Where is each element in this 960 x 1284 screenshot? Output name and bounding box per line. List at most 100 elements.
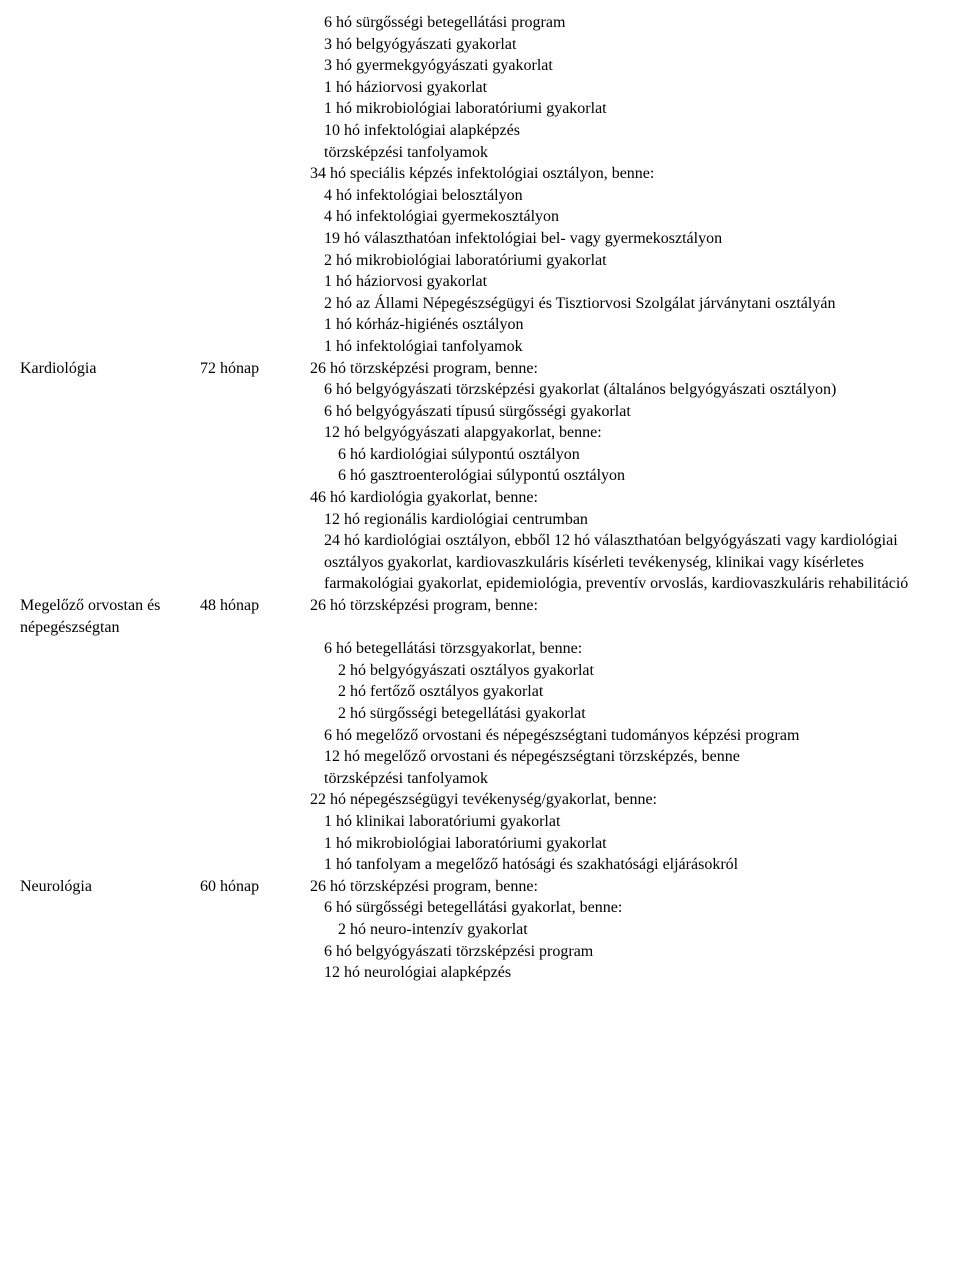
curriculum-text: 6 hó sürgősségi betegellátási gyakorlat,… — [310, 897, 940, 919]
table-row: 12 hó regionális kardiológiai centrumban — [20, 509, 940, 531]
duration-months — [200, 660, 310, 682]
speciality-name — [20, 314, 200, 336]
table-row: törzsképzési tanfolyamok — [20, 142, 940, 164]
speciality-name — [20, 660, 200, 682]
speciality-name — [20, 725, 200, 747]
curriculum-text: 2 hó sürgősségi betegellátási gyakorlat — [310, 703, 940, 725]
duration-months — [200, 401, 310, 423]
duration-months — [200, 422, 310, 444]
duration-months — [200, 55, 310, 77]
duration-months — [200, 444, 310, 466]
curriculum-text: 3 hó gyermekgyógyászati gyakorlat — [310, 55, 940, 77]
table-row: 2 hó sürgősségi betegellátási gyakorlat — [20, 703, 940, 725]
speciality-name — [20, 509, 200, 531]
table-row: 1 hó mikrobiológiai laboratóriumi gyakor… — [20, 833, 940, 855]
curriculum-line: 2 hó neuro-intenzív gyakorlat — [310, 919, 940, 941]
curriculum-text: 6 hó megelőző orvostani és népegészségta… — [310, 725, 940, 747]
duration-months — [200, 962, 310, 984]
speciality-name: Kardiológia — [20, 358, 200, 380]
speciality-name — [20, 120, 200, 142]
duration-months — [200, 833, 310, 855]
curriculum-line: 6 hó sürgősségi betegellátási program — [310, 12, 940, 34]
table-row: 1 hó tanfolyam a megelőző hatósági és sz… — [20, 854, 940, 876]
duration-months — [200, 530, 310, 595]
curriculum-text: 10 hó infektológiai alapképzés — [310, 120, 940, 142]
curriculum-line: 46 hó kardiológia gyakorlat, benne: — [310, 487, 940, 509]
duration-months — [200, 206, 310, 228]
table-row: 22 hó népegészségügyi tevékenység/gyakor… — [20, 789, 940, 811]
curriculum-line: törzsképzési tanfolyamok — [310, 142, 940, 164]
curriculum-line: 26 hó törzsképzési program, benne: — [310, 358, 940, 380]
curriculum-line: 26 hó törzsképzési program, benne: — [310, 876, 940, 898]
duration-months — [200, 314, 310, 336]
duration-months — [200, 336, 310, 358]
speciality-name — [20, 34, 200, 56]
curriculum-line: 4 hó infektológiai belosztályon — [310, 185, 940, 207]
table-row: 2 hó fertőző osztályos gyakorlat — [20, 681, 940, 703]
curriculum-text: törzsképzési tanfolyamok — [310, 768, 940, 790]
curriculum-line: 6 hó gasztroenterológiai súlypontú osztá… — [310, 465, 940, 487]
curriculum-text: 6 hó kardiológiai súlypontú osztályon — [310, 444, 940, 466]
curriculum-line: 2 hó sürgősségi betegellátási gyakorlat — [310, 703, 940, 725]
curriculum-text: 1 hó kórház-higiénés osztályon — [310, 314, 940, 336]
duration-months — [200, 120, 310, 142]
curriculum-line: 1 hó klinikai laboratóriumi gyakorlat — [310, 811, 940, 833]
speciality-name — [20, 789, 200, 811]
curriculum-line: 12 hó belgyógyászati alapgyakorlat, benn… — [310, 422, 940, 444]
curriculum-text: 2 hó neuro-intenzív gyakorlat — [310, 919, 940, 941]
speciality-name — [20, 271, 200, 293]
speciality-name — [20, 962, 200, 984]
curriculum-text: 1 hó klinikai laboratóriumi gyakorlat — [310, 811, 940, 833]
duration-months — [200, 228, 310, 250]
table-row: 1 hó háziorvosi gyakorlat — [20, 77, 940, 99]
curriculum-text: 4 hó infektológiai belosztályon — [310, 185, 940, 207]
table-row: 6 hó gasztroenterológiai súlypontú osztá… — [20, 465, 940, 487]
table-row: 12 hó belgyógyászati alapgyakorlat, benn… — [20, 422, 940, 444]
curriculum-text: 1 hó tanfolyam a megelőző hatósági és sz… — [310, 854, 940, 876]
duration-months — [200, 811, 310, 833]
curriculum-line: 26 hó törzsképzési program, benne: — [310, 595, 940, 638]
table-row: Neurológia60 hónap26 hó törzsképzési pro… — [20, 876, 940, 898]
duration-months — [200, 34, 310, 56]
curriculum-text: 6 hó belgyógyászati törzsképzési gyakorl… — [310, 379, 940, 401]
table-row: 6 hó sürgősségi betegellátási program — [20, 12, 940, 34]
table-row: 6 hó kardiológiai súlypontú osztályon — [20, 444, 940, 466]
training-table: 6 hó sürgősségi betegellátási program 3 h… — [20, 12, 940, 984]
table-row: 2 hó neuro-intenzív gyakorlat — [20, 919, 940, 941]
curriculum-line: 4 hó infektológiai gyermekosztályon — [310, 206, 940, 228]
table-row: 6 hó betegellátási törzsgyakorlat, benne… — [20, 638, 940, 660]
speciality-name — [20, 897, 200, 919]
curriculum-line: 1 hó mikrobiológiai laboratóriumi gyakor… — [310, 98, 940, 120]
speciality-name — [20, 55, 200, 77]
table-row: 24 hó kardiológiai osztályon, ebből 12 h… — [20, 530, 940, 595]
curriculum-text: 6 hó betegellátási törzsgyakorlat, benne… — [310, 638, 940, 660]
curriculum-line: 1 hó infektológiai tanfolyamok — [310, 336, 940, 358]
speciality-name — [20, 98, 200, 120]
curriculum-text: 1 hó háziorvosi gyakorlat — [310, 77, 940, 99]
duration-months: 72 hónap — [200, 358, 310, 380]
duration-months — [200, 250, 310, 272]
duration-months — [200, 487, 310, 509]
table-row: 2 hó mikrobiológiai laboratóriumi gyakor… — [20, 250, 940, 272]
curriculum-line: 3 hó gyermekgyógyászati gyakorlat — [310, 55, 940, 77]
curriculum-text: 2 hó fertőző osztályos gyakorlat — [310, 681, 940, 703]
curriculum-line: 12 hó regionális kardiológiai centrumban — [310, 509, 940, 531]
duration-months — [200, 509, 310, 531]
table-row: 6 hó belgyógyászati törzsképzési gyakorl… — [20, 379, 940, 401]
curriculum-text: 26 hó törzsképzési program, benne: — [310, 876, 940, 898]
curriculum-text: 12 hó megelőző orvostani és népegészségt… — [310, 746, 940, 768]
table-row: 1 hó klinikai laboratóriumi gyakorlat — [20, 811, 940, 833]
table-row: 46 hó kardiológia gyakorlat, benne: — [20, 487, 940, 509]
curriculum-text: 6 hó gasztroenterológiai súlypontú osztá… — [310, 465, 940, 487]
table-row: 1 hó infektológiai tanfolyamok — [20, 336, 940, 358]
curriculum-line: 2 hó mikrobiológiai laboratóriumi gyakor… — [310, 250, 940, 272]
speciality-name — [20, 228, 200, 250]
duration-months — [200, 789, 310, 811]
speciality-name — [20, 854, 200, 876]
curriculum-line: 6 hó belgyógyászati törzsképzési program — [310, 941, 940, 963]
curriculum-line: 12 hó megelőző orvostani és népegészségt… — [310, 746, 940, 768]
speciality-name — [20, 444, 200, 466]
speciality-name — [20, 401, 200, 423]
curriculum-text: 6 hó belgyógyászati törzsképzési program — [310, 941, 940, 963]
speciality-name — [20, 919, 200, 941]
